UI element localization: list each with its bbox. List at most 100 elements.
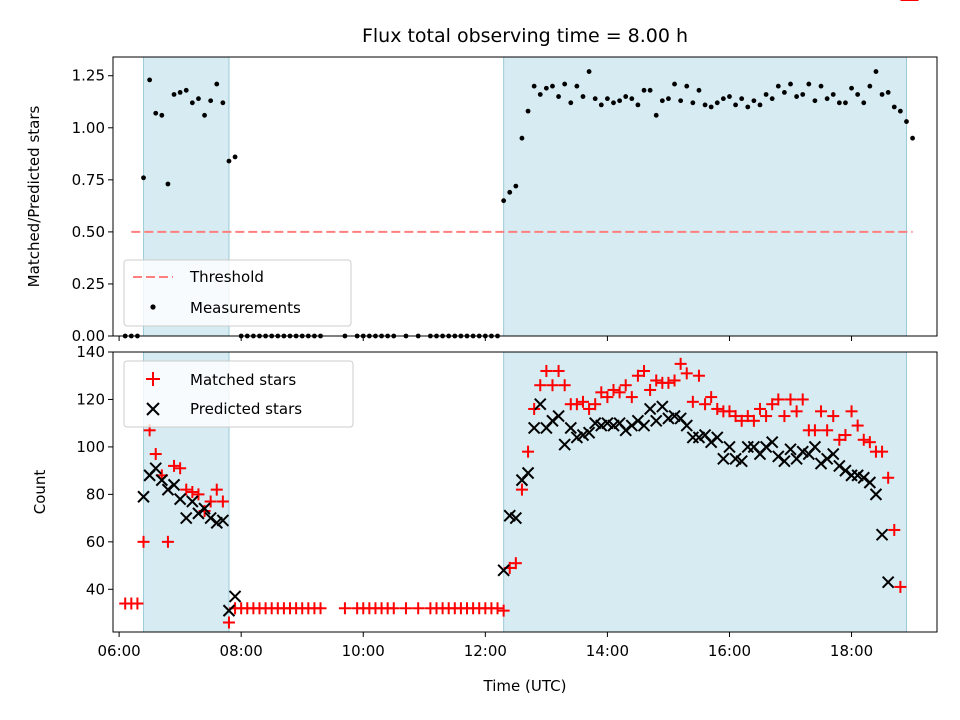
measurement-point (189, 100, 195, 106)
measurement-point (605, 96, 610, 102)
y-tick-label: 140 (76, 343, 105, 361)
predicted-star-point (680, 419, 693, 432)
measurement-point (659, 98, 665, 104)
matched-star-point (314, 602, 327, 615)
matched-star-point (546, 379, 559, 392)
measurement-point (507, 189, 513, 195)
matched-star-point (686, 395, 699, 408)
y-tick-label: 1.00 (72, 119, 105, 137)
measurement-point (733, 102, 738, 108)
measurement-point (519, 135, 525, 141)
ratio-panel-frame (112, 56, 938, 337)
measurement-point (586, 69, 592, 74)
measurement-point (897, 108, 903, 114)
y-tick-label: 120 (76, 390, 105, 408)
predicted-star-point (527, 421, 541, 435)
matched-star-point (723, 405, 736, 418)
measurement-point (836, 100, 842, 106)
count-y-ticks: 40 60 80 100 120 140 (76, 343, 113, 598)
x-tick-label: 12:00 (464, 642, 507, 660)
measurement-point (623, 94, 629, 99)
observing-window (503, 351, 907, 633)
legend-measurements-label: Measurements (190, 299, 301, 317)
measurement-point (849, 85, 854, 91)
matched-star-point (747, 414, 760, 427)
x-tick-label: 14:00 (586, 642, 629, 660)
y-tick-label: 0.75 (72, 171, 105, 189)
matched-star-point (399, 602, 412, 615)
matched-star-point (137, 535, 150, 548)
predicted-star-point (198, 502, 211, 515)
measurement-points (122, 69, 915, 339)
matched-star-point (876, 445, 889, 458)
measurement-point (556, 94, 561, 99)
chart-title: Flux total observing time = 8.00 h (362, 25, 688, 47)
measurement-point (635, 102, 641, 108)
matched-star-point (674, 357, 687, 370)
measurement-point (891, 104, 897, 110)
matched-star-point (839, 429, 852, 442)
measurement-point (861, 100, 867, 106)
matched-star-point (772, 393, 785, 406)
measurement-point (165, 181, 171, 187)
predicted-star-point (558, 438, 571, 451)
predicted-star-point (723, 440, 736, 454)
count-x-ticks: 06:00 08:00 10:00 12:00 14:00 16:00 18:00 (97, 632, 873, 660)
predicted-star-point (173, 492, 187, 506)
predicted-star-point (137, 490, 150, 503)
matched-star-point (753, 402, 766, 415)
matched-star-point (631, 369, 644, 382)
matched-star-point (558, 379, 571, 392)
count-legend-box (123, 360, 354, 428)
count-legend: Matched stars Predicted stars (123, 360, 354, 428)
matched-star-point (815, 405, 828, 418)
measurement-point (208, 98, 214, 104)
matched-star-point (705, 391, 718, 404)
measurement-point (696, 87, 702, 93)
measurement-point (580, 94, 586, 99)
x-tick-label: 08:00 (220, 642, 263, 660)
matched-star-point (338, 602, 351, 615)
predicted-star-point (155, 473, 169, 487)
measurement-point (611, 100, 616, 106)
predicted-star-point (643, 402, 657, 416)
measurement-point (177, 89, 183, 95)
measurement-point (867, 83, 873, 89)
measurement-point (629, 96, 635, 102)
matched-star-point (857, 433, 870, 446)
y-tick-label: 100 (76, 438, 105, 456)
predicted-star-point (717, 452, 730, 465)
measurement-point (702, 102, 708, 108)
ratio-y-ticks: 0.00 0.25 0.50 0.75 1.00 1.25 (72, 67, 113, 345)
measurement-point (653, 112, 659, 118)
measurement-point (568, 100, 574, 106)
x-tick-label: 18:00 (830, 642, 873, 660)
matched-star-point (589, 398, 602, 411)
measurement-point (775, 83, 781, 89)
matched-star-point (729, 410, 742, 423)
matched-star-point (662, 376, 675, 389)
matched-star-point (644, 383, 657, 396)
measurement-point (226, 158, 232, 164)
measurement-point (537, 92, 543, 97)
matched-star-point (387, 602, 400, 615)
measurement-point (592, 96, 598, 102)
matched-star-point (851, 419, 864, 432)
predicted-star-point (637, 419, 651, 432)
measurement-point (830, 92, 836, 97)
legend-threshold-label: Threshold (189, 268, 264, 286)
matched-star-point (216, 495, 229, 508)
predicted-star-point (875, 528, 889, 541)
predicted-star-point (711, 431, 724, 444)
measurement-point (647, 87, 653, 93)
predicted-star-point (564, 421, 577, 435)
measurement-point (550, 83, 555, 89)
matched-star-point (491, 602, 504, 615)
matched-star-point (699, 398, 712, 411)
legend-matched-swatch (146, 372, 160, 386)
matched-star-point (650, 374, 663, 387)
measurement-point (727, 94, 732, 99)
matched-star-point (741, 410, 754, 423)
measurement-point (171, 92, 177, 97)
matched-star-point (222, 616, 235, 629)
